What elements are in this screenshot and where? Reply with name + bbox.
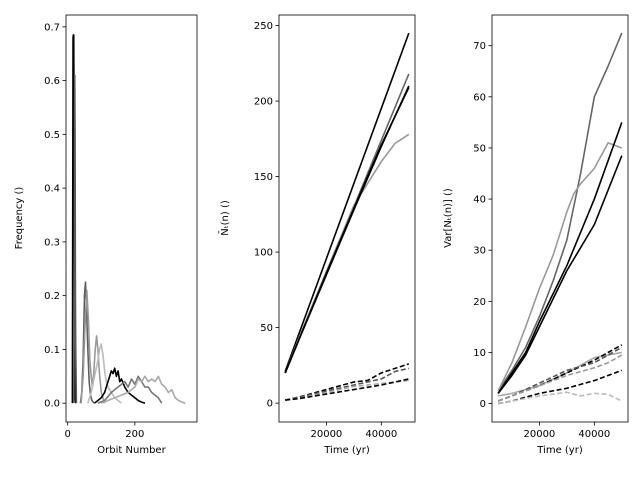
x-tick-label: 200 (125, 429, 144, 440)
y-axis-label: Frequency () (14, 187, 25, 250)
y-tick-label: 150 (254, 172, 273, 183)
x-tick-label: 40000 (578, 429, 610, 440)
y-tick-label: 10 (473, 348, 486, 359)
y-tick-label: 0 (480, 399, 486, 410)
y-tick-label: 0.6 (44, 76, 60, 87)
series-line-6 (94, 367, 146, 404)
chart-panel-1: 0 200 0.0 0.1 0.2 0.3 0.4 0.5 0.6 0.7 Orbit Number… (14, 14, 198, 456)
plot-frame (491, 14, 629, 423)
series-line-5 (87, 343, 122, 404)
series-line-5 (284, 87, 410, 374)
y-tick-label: 100 (254, 248, 273, 259)
y-axis-label: Var[Nₜ(n)] () (443, 188, 454, 248)
y-tick-label: 0.4 (44, 184, 60, 195)
y-tick-label: 20 (473, 297, 486, 308)
series-line-2 (72, 74, 78, 404)
y-tick-label: 0.2 (44, 291, 60, 302)
y-tick-label: 0.3 (44, 237, 60, 248)
y-tick-label: 0.0 (44, 399, 60, 410)
series-line-2 (497, 142, 623, 392)
x-tick-label: 20000 (523, 429, 555, 440)
x-tick-label: 40000 (365, 429, 397, 440)
series-line-8 (100, 375, 186, 404)
series-line-9 (285, 378, 409, 401)
y-tick-label: 250 (254, 21, 273, 32)
y-tick-label: 0.1 (44, 345, 60, 356)
y-tick-label: 0.7 (44, 22, 60, 33)
series-line-1 (284, 32, 410, 372)
series-line-5 (498, 351, 622, 397)
y-tick-label: 0 (267, 399, 273, 410)
x-tick-label: 0 (64, 429, 70, 440)
y-tick-label: 70 (473, 41, 486, 52)
series-line-3 (284, 133, 410, 374)
x-axis-label: Orbit Number (97, 445, 166, 456)
chart-panel-3: 20000 40000 0 10 20 30 40 50 60 70 Time (yr) Var[Nₜ… (443, 14, 629, 456)
y-axis-label: N̄ₜ(n) () (218, 200, 231, 236)
series-line-7 (285, 367, 409, 401)
chart-panel-2: 20000 40000 0 50 100 150 200 250 Time (yr) N̄ₜ(n)… (218, 14, 416, 456)
y-tick-label: 50 (473, 143, 486, 154)
y-tick-label: 40 (473, 195, 486, 206)
plot-frame (65, 14, 198, 423)
y-tick-label: 200 (254, 97, 273, 108)
x-axis-label: Time (yr) (323, 445, 370, 456)
series-line-4 (497, 155, 623, 394)
plot-frame (278, 14, 416, 423)
x-tick-label: 20000 (310, 429, 342, 440)
y-tick-label: 50 (260, 323, 273, 334)
series-line-8 (497, 354, 623, 402)
y-tick-label: 60 (473, 92, 486, 103)
y-tick-label: 0.5 (44, 130, 60, 141)
y-tick-label: 30 (473, 246, 486, 257)
x-axis-label: Time (yr) (536, 445, 583, 456)
series-line-7 (97, 375, 163, 404)
series-line-3 (497, 122, 623, 394)
series-line-10 (498, 391, 623, 405)
series-line-1 (497, 32, 623, 392)
